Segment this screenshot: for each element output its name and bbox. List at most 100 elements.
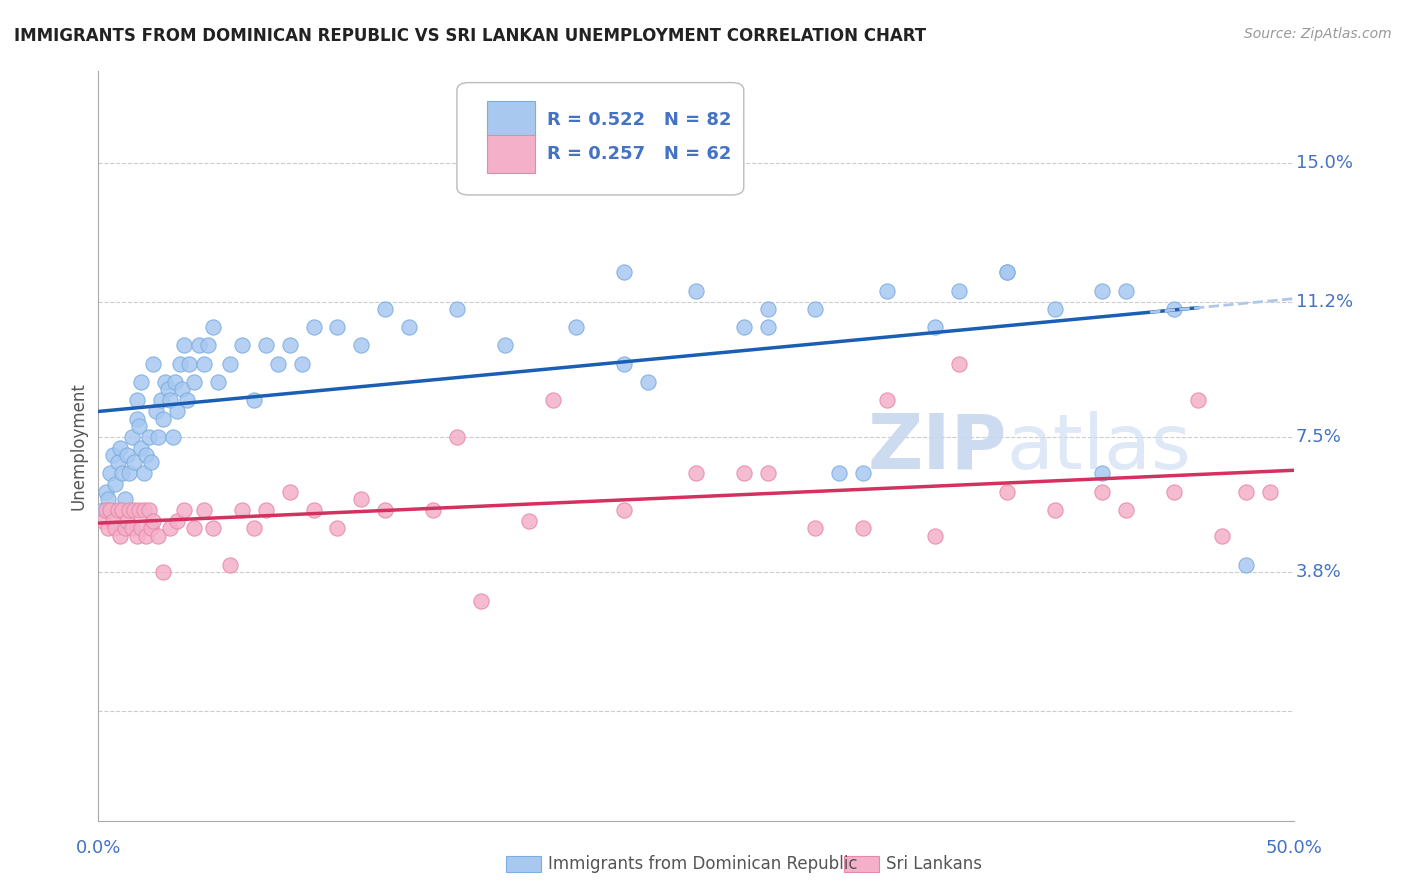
Point [124, 455, 146, 469]
Point [135, 528, 157, 542]
Point [124, 503, 146, 517]
Point [243, 521, 266, 535]
FancyBboxPatch shape [457, 83, 744, 195]
Text: 50.0%: 50.0% [1265, 838, 1322, 857]
Point [326, 320, 349, 334]
Point [148, 528, 170, 542]
Text: atlas: atlas [1007, 411, 1191, 485]
Point [1091, 467, 1114, 481]
Text: ZIP: ZIP [868, 411, 1007, 485]
Point [183, 521, 205, 535]
Point [948, 284, 970, 298]
Point [1043, 503, 1066, 517]
Point [398, 320, 420, 334]
Point [350, 491, 373, 506]
Text: IMMIGRANTS FROM DOMINICAN REPUBLIC VS SRI LANKAN UNEMPLOYMENT CORRELATION CHART: IMMIGRANTS FROM DOMINICAN REPUBLIC VS SR… [14, 27, 927, 45]
Point [91, 514, 114, 528]
Point [149, 393, 172, 408]
Point [172, 382, 194, 396]
Point [1163, 484, 1185, 499]
Point [876, 284, 898, 298]
Point [131, 375, 153, 389]
Point [517, 514, 540, 528]
Point [278, 484, 301, 499]
Point [131, 521, 153, 535]
Point [135, 448, 157, 462]
Point [302, 503, 325, 517]
Point [145, 404, 167, 418]
Point [995, 265, 1018, 279]
Point [138, 430, 160, 444]
Point [156, 382, 179, 396]
Point [193, 503, 215, 517]
Point [470, 594, 492, 608]
Point [733, 320, 755, 334]
Point [231, 338, 253, 352]
Point [91, 503, 114, 517]
Point [852, 521, 875, 535]
Point [166, 404, 188, 418]
Point [1091, 284, 1114, 298]
Text: 3.8%: 3.8% [1296, 563, 1341, 581]
Point [995, 484, 1018, 499]
Point [142, 357, 165, 371]
Point [517, 174, 540, 188]
Point [104, 477, 127, 491]
Point [685, 467, 707, 481]
Point [121, 521, 143, 535]
Text: R = 0.257   N = 62: R = 0.257 N = 62 [547, 145, 731, 162]
Point [101, 448, 124, 462]
Point [163, 375, 186, 389]
Point [733, 467, 755, 481]
Point [1043, 301, 1066, 316]
Text: Sri Lankans: Sri Lankans [886, 855, 981, 873]
Point [374, 503, 396, 517]
Point [132, 467, 155, 481]
Point [756, 320, 779, 334]
Point [142, 514, 165, 528]
Point [187, 338, 209, 352]
Point [107, 455, 129, 469]
Point [613, 265, 636, 279]
Point [1187, 393, 1209, 408]
Point [173, 503, 195, 517]
Point [125, 393, 148, 408]
Point [166, 514, 188, 528]
Point [637, 375, 659, 389]
Point [948, 357, 970, 371]
Point [202, 521, 225, 535]
Point [254, 338, 277, 352]
Point [125, 411, 148, 425]
Point [374, 301, 396, 316]
Point [159, 393, 181, 408]
Point [176, 393, 198, 408]
Point [685, 284, 707, 298]
Point [107, 503, 129, 517]
Point [254, 503, 277, 517]
Point [197, 338, 219, 352]
Point [207, 375, 229, 389]
Point [1234, 484, 1257, 499]
Point [231, 503, 253, 517]
Point [541, 393, 564, 408]
Point [94, 503, 117, 517]
Point [1091, 484, 1114, 499]
Point [995, 265, 1018, 279]
Point [202, 320, 225, 334]
Point [128, 503, 150, 517]
Bar [486, 102, 534, 139]
Point [97, 491, 120, 506]
Point [1258, 484, 1281, 499]
Text: 15.0%: 15.0% [1296, 153, 1353, 172]
Point [121, 430, 143, 444]
Point [219, 357, 242, 371]
Point [179, 357, 201, 371]
Point [111, 467, 134, 481]
Point [494, 338, 516, 352]
Y-axis label: Unemployment: Unemployment [69, 382, 87, 510]
Point [169, 357, 191, 371]
Point [291, 357, 314, 371]
Point [152, 565, 174, 579]
Point [118, 467, 141, 481]
Point [148, 430, 170, 444]
